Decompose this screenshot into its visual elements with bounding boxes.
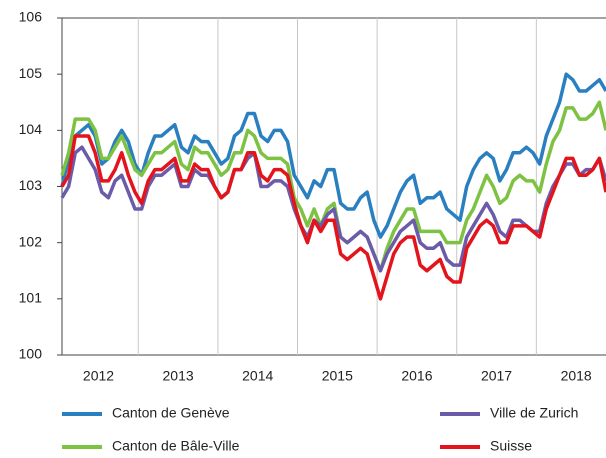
series-line (60, 134, 606, 301)
y-tick-label: 104 (19, 121, 43, 137)
y-tick-label: 101 (19, 290, 43, 306)
y-tick-label: 106 (19, 9, 43, 25)
plot-frame (61, 17, 606, 356)
y-tick-label: 103 (19, 177, 43, 193)
legend-label: Ville de Zurich (490, 405, 578, 421)
x-tick-label: 2012 (83, 368, 114, 384)
y-tick-label: 105 (19, 65, 43, 81)
series-line (60, 100, 606, 273)
legend-label: Canton de Genève (112, 405, 230, 421)
x-tick-label: 2014 (242, 368, 273, 384)
legend-label: Suisse (490, 438, 532, 454)
x-tick-label: 2018 (561, 368, 592, 384)
y-tick-label: 102 (19, 233, 43, 249)
series-line (60, 145, 606, 273)
legend-label: Canton de Bâle-Ville (112, 438, 240, 454)
x-tick-label: 2015 (322, 368, 353, 384)
series-line (60, 72, 606, 239)
x-tick-label: 2013 (163, 368, 194, 384)
x-tick-label: 2017 (481, 368, 512, 384)
y-tick-label: 100 (19, 346, 43, 362)
x-tick-label: 2016 (401, 368, 432, 384)
